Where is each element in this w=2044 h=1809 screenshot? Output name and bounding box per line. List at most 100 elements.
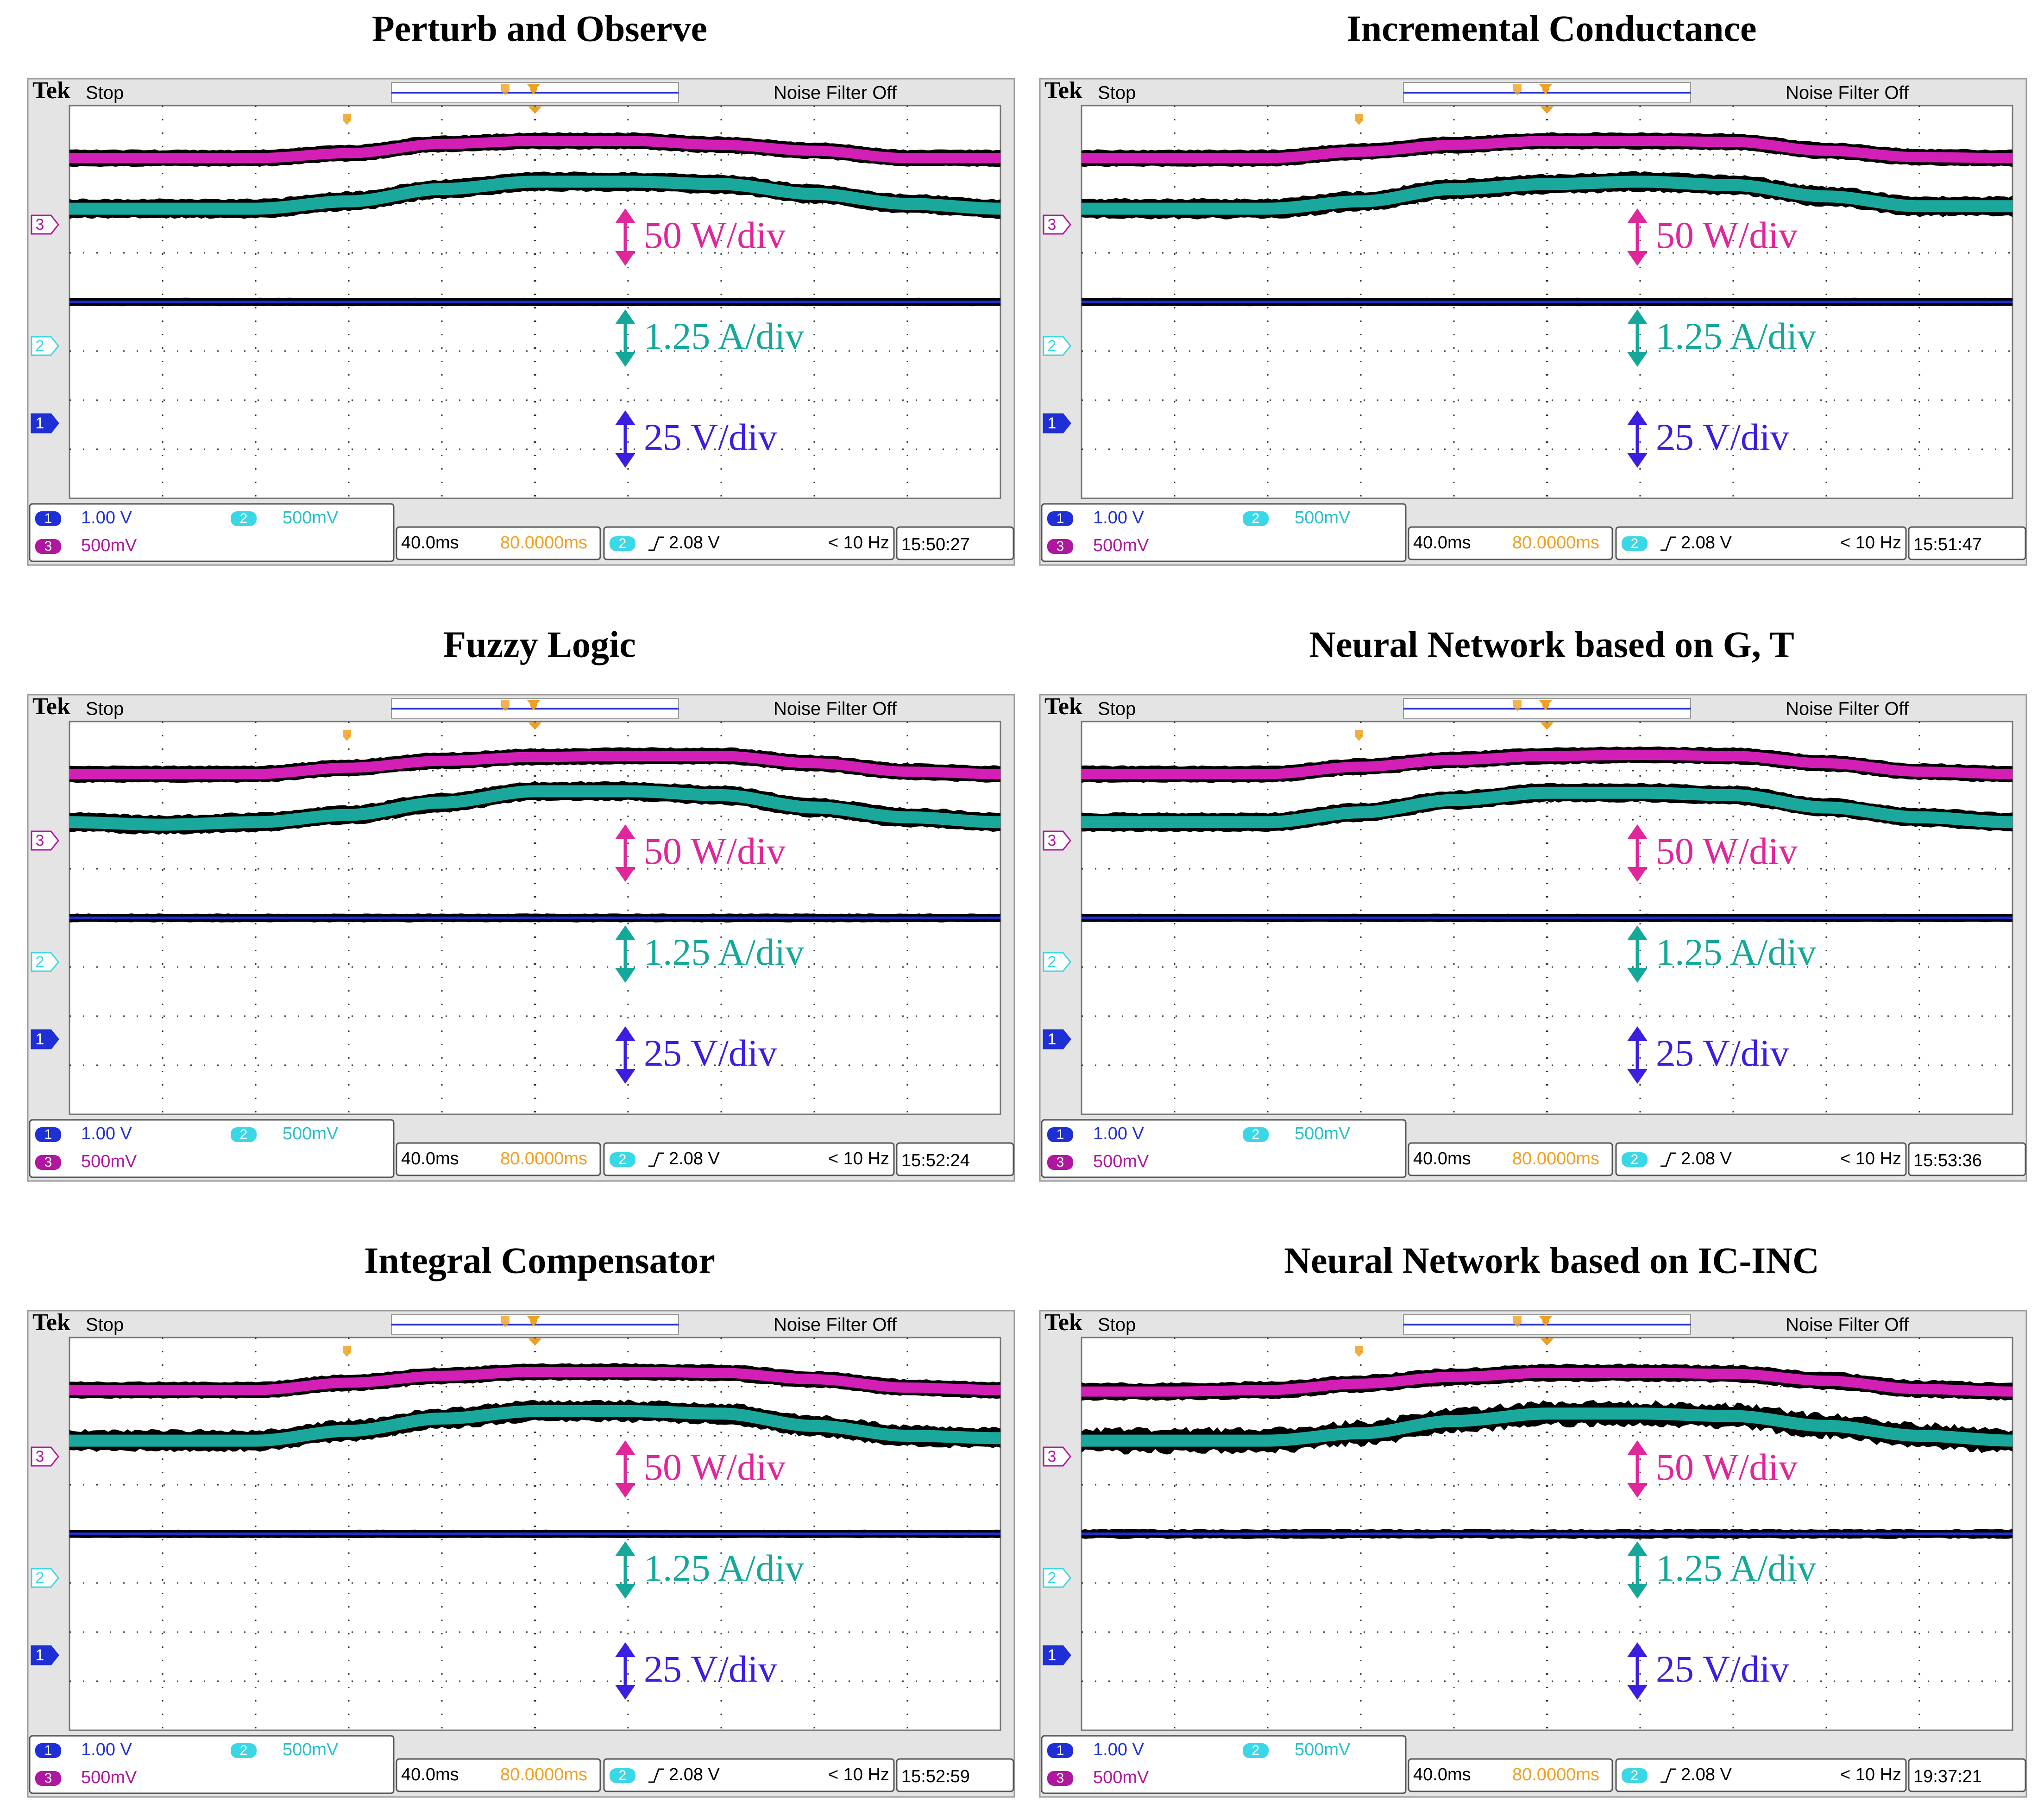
noise-filter-label: Noise Filter Off	[1786, 1315, 1909, 1335]
timebase-value: 40.0ms	[401, 533, 459, 553]
ch3-scale-value: 500mV	[81, 1768, 137, 1787]
timebase-value: 40.0ms	[1413, 1765, 1471, 1784]
voltage-scale-label-text: 25 V/div	[1656, 1648, 1789, 1690]
voltage-scale-label-up-arrow-icon	[615, 1026, 635, 1041]
noise-filter-label: Noise Filter Off	[1786, 699, 1909, 719]
channel-scale-box	[1041, 1119, 1407, 1178]
trigger-position-icon	[528, 1338, 541, 1346]
ch3-ground-marker-shape	[1043, 1446, 1071, 1467]
ch3-badge-label: 3	[44, 1155, 52, 1170]
ch3-badge-label: 3	[44, 539, 52, 554]
ch1-ground-marker: 1	[1043, 413, 1071, 433]
voltage-scale-label-down-arrow-icon	[615, 1069, 635, 1084]
ch3-ground-marker-shape	[31, 1446, 59, 1467]
trigger-frequency-value: < 10 Hz	[1840, 1765, 1901, 1784]
timestamp-box	[1908, 526, 2026, 560]
ch1-badge	[35, 1127, 61, 1142]
voltage-scale-label-text: 25 V/div	[1656, 1032, 1789, 1074]
power-trace	[1080, 1368, 2014, 1397]
time-offset-icon	[343, 730, 351, 741]
current-scale-label-up-arrow-icon	[1627, 309, 1648, 324]
current-scale-label: 1.25 A/div	[615, 925, 804, 983]
ch3-ground-marker: 3	[1043, 214, 1071, 235]
ch3-ground-marker-label: 3	[1048, 1448, 1057, 1465]
scope-brand-logo: Tek	[1044, 77, 1082, 104]
power-scale-label: 50 W/div	[615, 1440, 786, 1498]
ch3-scale-value: 500mV	[1093, 1768, 1149, 1787]
trigger-source-badge	[1622, 536, 1648, 551]
ch1-ground-marker-label: 1	[1048, 1646, 1057, 1664]
current-scale-label-text: 1.25 A/div	[644, 1547, 804, 1589]
current-scale-label-down-arrow-icon	[1627, 352, 1648, 367]
voltage-scale-label: 25 V/div	[615, 410, 777, 468]
voltage-scale-label-down-arrow-icon	[615, 1685, 635, 1700]
power-scale-label-text: 50 W/div	[644, 1446, 786, 1488]
scope-brand-logo: Tek	[32, 77, 70, 104]
capture-timestamp: 15:52:59	[901, 1767, 970, 1786]
scope-panel-2: Incremental Conductance Tek Stop Noise Filt…	[1039, 8, 2027, 566]
scope-panel-1: Perturb and Observe Tek Stop Noise Filter O…	[27, 8, 1015, 566]
timebase-value: 40.0ms	[401, 1765, 459, 1784]
current-scale-label-up-arrow-icon	[615, 1541, 635, 1556]
rising-edge-icon	[648, 1768, 664, 1783]
trigger-level-value: 2.08 V	[669, 1149, 720, 1168]
ch1-badge	[1047, 1127, 1073, 1142]
ch1-ground-marker: 1	[31, 1029, 59, 1049]
ch2-badge	[1243, 1127, 1269, 1142]
scope-brand-logo: Tek	[1044, 693, 1082, 720]
ch1-ground-marker: 1	[1043, 1645, 1071, 1665]
power-scale-label-text: 50 W/div	[644, 830, 786, 872]
run-state-label: Stop	[1098, 1315, 1136, 1335]
ch3-ground-marker-label: 3	[36, 832, 44, 849]
ch1-scale-value: 1.00 V	[81, 1124, 132, 1143]
capture-timestamp: 15:52:24	[901, 1151, 970, 1170]
ch1-ground-marker: 1	[31, 413, 59, 433]
ch1-scale-value: 1.00 V	[1093, 1740, 1145, 1759]
channel-scale-box	[1041, 1735, 1407, 1794]
ch3-badge	[35, 539, 61, 554]
time-offset-icon	[1355, 114, 1363, 125]
ch3-badge	[35, 1155, 61, 1170]
trigger-frequency-value: < 10 Hz	[1840, 533, 1901, 553]
voltage-scale-label-down-arrow-icon	[1627, 1685, 1648, 1700]
current-scale-label-up-arrow-icon	[1627, 1541, 1648, 1556]
ch3-badge-label: 3	[1057, 1771, 1064, 1786]
ch3-badge-label: 3	[44, 1771, 52, 1786]
record-center-marker-icon	[1539, 1316, 1552, 1324]
power-scale-label: 50 W/div	[1627, 208, 1798, 266]
timestamp-box	[896, 526, 1014, 560]
ch2-ground-marker-label: 2	[36, 1569, 44, 1587]
current-scale-label-up-arrow-icon	[1627, 925, 1648, 940]
current-scale-label-down-arrow-icon	[615, 1584, 635, 1599]
current-scale-label-down-arrow-icon	[1627, 968, 1648, 983]
current-scale-label: 1.25 A/div	[615, 309, 804, 367]
ch1-scale-value: 1.00 V	[1093, 508, 1145, 528]
power-trace	[1080, 750, 2014, 779]
power-scale-label-text: 50 W/div	[1656, 830, 1798, 872]
voltage-scale-label-text: 25 V/div	[644, 1648, 777, 1690]
trigger-level-value: 2.08 V	[1681, 1149, 1732, 1168]
capture-timestamp: 15:53:36	[1913, 1151, 1982, 1170]
trigger-level-value: 2.08 V	[1681, 533, 1732, 553]
power-scale-label: 50 W/div	[1627, 824, 1798, 882]
ch3-ground-marker-label: 3	[36, 1448, 44, 1465]
time-offset-icon	[1355, 1346, 1363, 1357]
ch1-ground-marker: 1	[1043, 1029, 1071, 1049]
time-offset-value: 80.0000ms	[1512, 533, 1599, 553]
power-scale-label-up-arrow-icon	[615, 824, 635, 839]
ch2-ground-marker-shape	[1043, 1568, 1071, 1588]
trigger-source-badge	[610, 536, 635, 551]
current-scale-label: 1.25 A/div	[1627, 309, 1816, 367]
ch3-badge-label: 3	[1057, 539, 1064, 554]
run-state-label: Stop	[86, 699, 124, 719]
scope-brand-logo: Tek	[32, 693, 70, 720]
ch1-ground-marker-label: 1	[1048, 1030, 1057, 1048]
ch1-ground-marker-shape	[1043, 1645, 1071, 1665]
power-scale-label: 50 W/div	[615, 208, 786, 266]
power-trace	[1080, 136, 2014, 163]
power-scale-label-up-arrow-icon	[615, 1440, 635, 1455]
ch3-ground-marker-shape	[31, 214, 59, 235]
ch2-scale-value: 500mV	[283, 1740, 339, 1759]
panel-title: Incremental Conductance	[1346, 8, 1756, 49]
